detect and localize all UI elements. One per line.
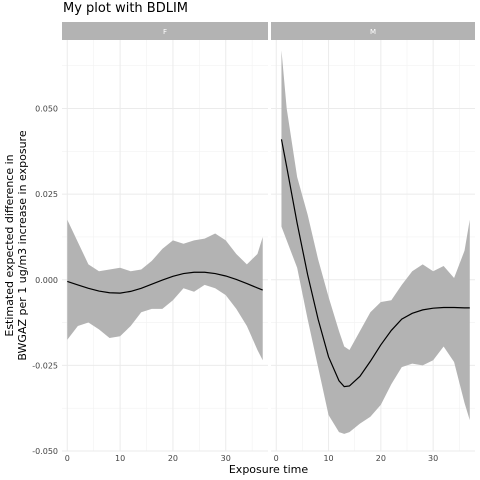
y-tick-label: -0.050	[32, 447, 58, 456]
x-tick-label: 30	[428, 454, 438, 463]
y-axis-label: Estimated expected difference in	[3, 154, 16, 336]
confidence-ribbon	[67, 219, 263, 361]
x-tick-label: 10	[115, 454, 125, 463]
x-tick-label: 30	[221, 454, 231, 463]
x-axis-label: Exposure time	[229, 463, 309, 476]
x-tick-label: 10	[323, 454, 333, 463]
facet-strip	[271, 22, 475, 40]
x-tick-label: 20	[376, 454, 386, 463]
chart-title: My plot with BDLIM	[63, 1, 189, 16]
facet-strip-label: F	[163, 28, 167, 36]
facet-strip-label: M	[370, 28, 376, 36]
facet-strip	[62, 22, 268, 40]
estimate-line	[67, 271, 263, 294]
y-axis-label: BWGAZ per 1 ug/m3 increase in exposure	[16, 130, 29, 360]
y-tick-label: 0.000	[35, 276, 58, 285]
x-tick-label: 0	[274, 454, 279, 463]
x-tick-label: 0	[65, 454, 70, 463]
x-tick-label: 20	[168, 454, 178, 463]
y-tick-label: 0.050	[35, 105, 58, 114]
y-tick-label: -0.025	[32, 361, 58, 370]
confidence-ribbon	[281, 50, 470, 434]
estimate-line	[280, 139, 470, 388]
y-tick-label: 0.025	[35, 190, 58, 199]
